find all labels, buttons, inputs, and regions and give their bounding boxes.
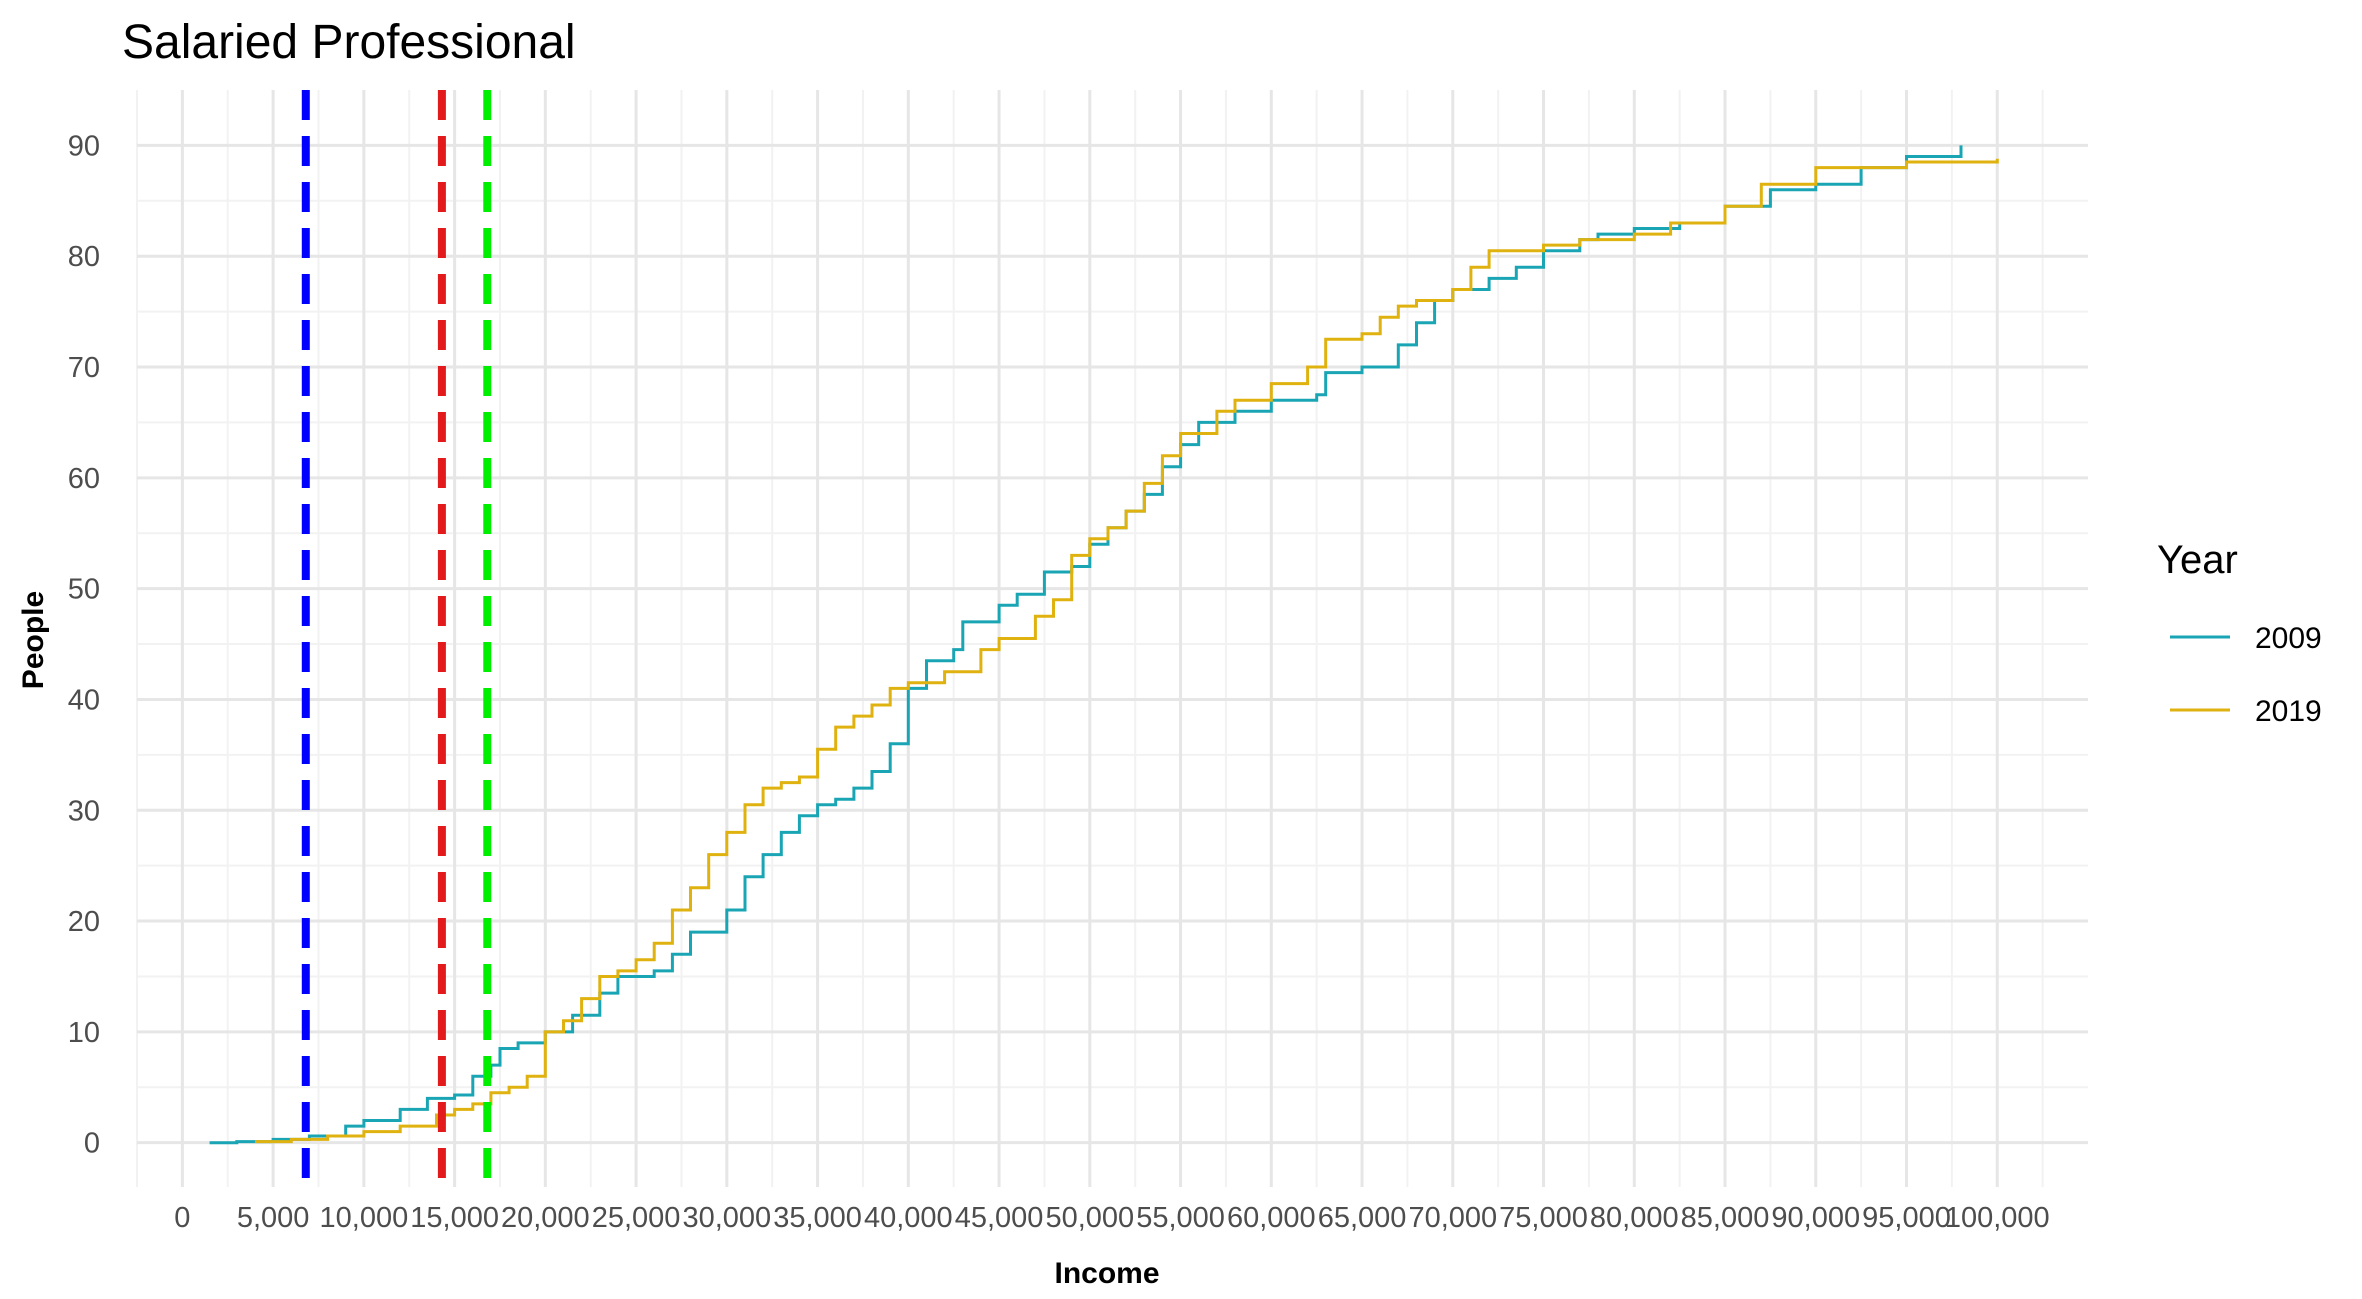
- x-tick-label: 70,000: [1408, 1202, 1497, 1234]
- plot-panel: [136, 90, 2088, 1187]
- x-tick-label: 55,000: [1136, 1202, 1225, 1234]
- x-tick-label: 80,000: [1590, 1202, 1679, 1234]
- x-tick-label: 5,000: [237, 1202, 310, 1234]
- series-line-2019: [255, 158, 1999, 1144]
- series-layer: [209, 145, 1999, 1145]
- series-line-2009: [209, 145, 1963, 1145]
- y-tick-label: 20: [68, 906, 100, 938]
- y-tick-label: 60: [68, 463, 100, 495]
- y-tick-label: 30: [68, 795, 100, 827]
- x-tick-label: 35,000: [773, 1202, 862, 1234]
- legend-label-2019: 2019: [2255, 695, 2322, 728]
- x-tick-label: 45,000: [955, 1202, 1044, 1234]
- y-tick-label: 70: [68, 352, 100, 384]
- x-tick-label: 60,000: [1227, 1202, 1316, 1234]
- major-gridlines: [137, 90, 2088, 1187]
- legend-label-2009: 2009: [2255, 622, 2322, 655]
- legend-title: Year: [2157, 538, 2238, 582]
- x-tick-label: 100,000: [1945, 1202, 2050, 1234]
- y-tick-label: 10: [68, 1017, 100, 1049]
- x-tick-label: 20,000: [501, 1202, 590, 1234]
- x-tick-label: 40,000: [864, 1202, 953, 1234]
- y-axis-title: People: [17, 591, 50, 689]
- minor-gridlines: [136, 90, 2088, 1187]
- x-tick-label: 10,000: [320, 1202, 409, 1234]
- x-tick-label: 95,000: [1862, 1202, 1951, 1234]
- x-axis-ticks: 0 5,000 10,000 15,000 20,000 25,000 30,000 35,0…: [174, 1202, 2049, 1234]
- x-axis-title: Income: [1054, 1257, 1159, 1290]
- x-tick-label: 90,000: [1771, 1202, 1860, 1234]
- y-tick-label: 50: [68, 574, 100, 606]
- y-tick-label: 40: [68, 684, 100, 716]
- x-tick-label: 30,000: [682, 1202, 771, 1234]
- x-tick-label: 0: [174, 1202, 190, 1234]
- reference-lines: [301, 90, 492, 1187]
- y-tick-label: 90: [68, 130, 100, 162]
- y-axis-ticks: 0 10 20 30 40 50 60 70 80 90: [68, 130, 100, 1159]
- x-tick-label: 25,000: [592, 1202, 681, 1234]
- x-tick-label: 15,000: [410, 1202, 499, 1234]
- y-tick-label: 0: [84, 1128, 100, 1160]
- y-tick-label: 80: [68, 241, 100, 273]
- x-tick-label: 85,000: [1681, 1202, 1770, 1234]
- chart-title: Salaried Professional: [122, 16, 576, 69]
- x-tick-label: 65,000: [1318, 1202, 1407, 1234]
- legend: Year 2009 2019: [2157, 538, 2322, 728]
- x-tick-label: 50,000: [1045, 1202, 1134, 1234]
- x-tick-label: 75,000: [1499, 1202, 1588, 1234]
